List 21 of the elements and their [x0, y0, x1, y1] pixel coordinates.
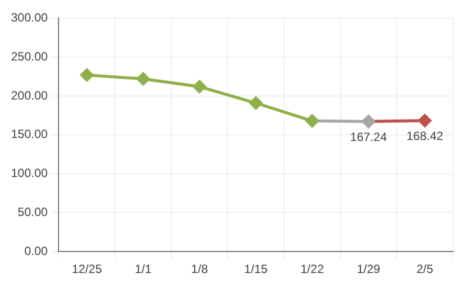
y-tick-label: 150.00: [11, 127, 48, 142]
y-tick-label: 300.00: [11, 10, 48, 25]
y-tick-label: 200.00: [11, 88, 48, 102]
y-tick-label: 250.00: [11, 49, 48, 64]
point: [249, 96, 262, 110]
y-tick-label: 100.00: [11, 166, 48, 180]
x-tick-label: 1/8: [191, 262, 208, 276]
x-tick-label: 1/29: [356, 262, 381, 276]
data-label: 168.42: [406, 128, 444, 143]
x-tick-label: 1/22: [300, 262, 324, 276]
x-tick-label: 1/15: [244, 262, 268, 276]
y-tick-label: 0.00: [24, 244, 48, 258]
y-tick-label: 50.00: [18, 205, 48, 220]
data-label: 167.24: [350, 130, 388, 144]
point: [193, 80, 206, 94]
point: [136, 72, 150, 86]
point: [80, 68, 94, 82]
point: [418, 114, 432, 128]
x-tick-label: 12/25: [72, 262, 102, 276]
x-tick-label: 2/5: [416, 262, 434, 276]
x-tick-label: 1/1: [134, 262, 152, 276]
